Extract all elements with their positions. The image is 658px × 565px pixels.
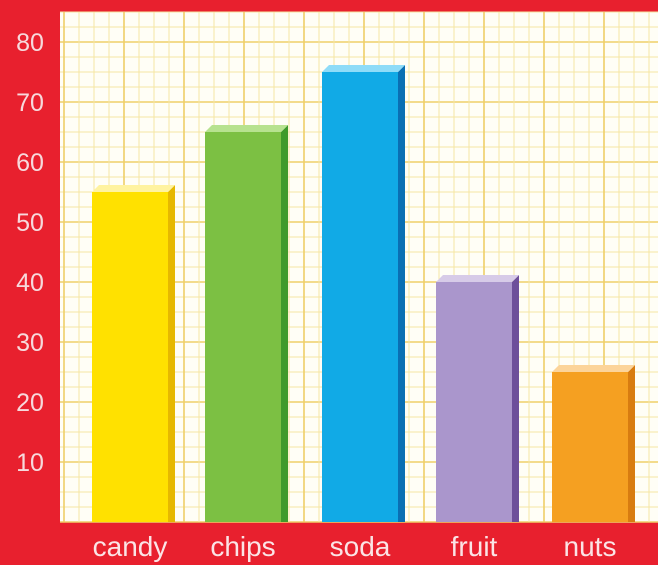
bar-nuts — [552, 365, 635, 522]
y-tick-label: 40 — [16, 269, 44, 297]
bar-face — [92, 192, 168, 522]
bar-fruit — [436, 275, 519, 522]
x-tick-label: candy — [93, 531, 168, 562]
bar-top — [322, 65, 405, 72]
y-tick-label: 80 — [16, 29, 44, 57]
x-tick-label: fruit — [451, 531, 498, 562]
bar-top — [436, 275, 519, 282]
bar-top — [92, 185, 175, 192]
y-tick-label: 30 — [16, 329, 44, 357]
bar-top — [205, 125, 288, 132]
bar-top — [552, 365, 635, 372]
y-tick-label: 60 — [16, 149, 44, 177]
bar-side — [628, 365, 635, 522]
y-tick-label: 20 — [16, 389, 44, 417]
bar-face — [205, 132, 281, 522]
bar-face — [552, 372, 628, 522]
bar-soda — [322, 65, 405, 522]
bar-side — [398, 65, 405, 522]
bar-candy — [92, 185, 175, 522]
y-tick-label: 10 — [16, 449, 44, 477]
y-tick-label: 50 — [16, 209, 44, 237]
bar-face — [322, 72, 398, 522]
y-tick-label: 70 — [16, 89, 44, 117]
bar-chips — [205, 125, 288, 522]
bar-side — [281, 125, 288, 522]
x-tick-label: chips — [210, 531, 275, 562]
x-tick-label: soda — [330, 531, 391, 562]
bar-side — [512, 275, 519, 522]
x-tick-label: nuts — [564, 531, 617, 562]
bar-face — [436, 282, 512, 522]
bar-side — [168, 185, 175, 522]
